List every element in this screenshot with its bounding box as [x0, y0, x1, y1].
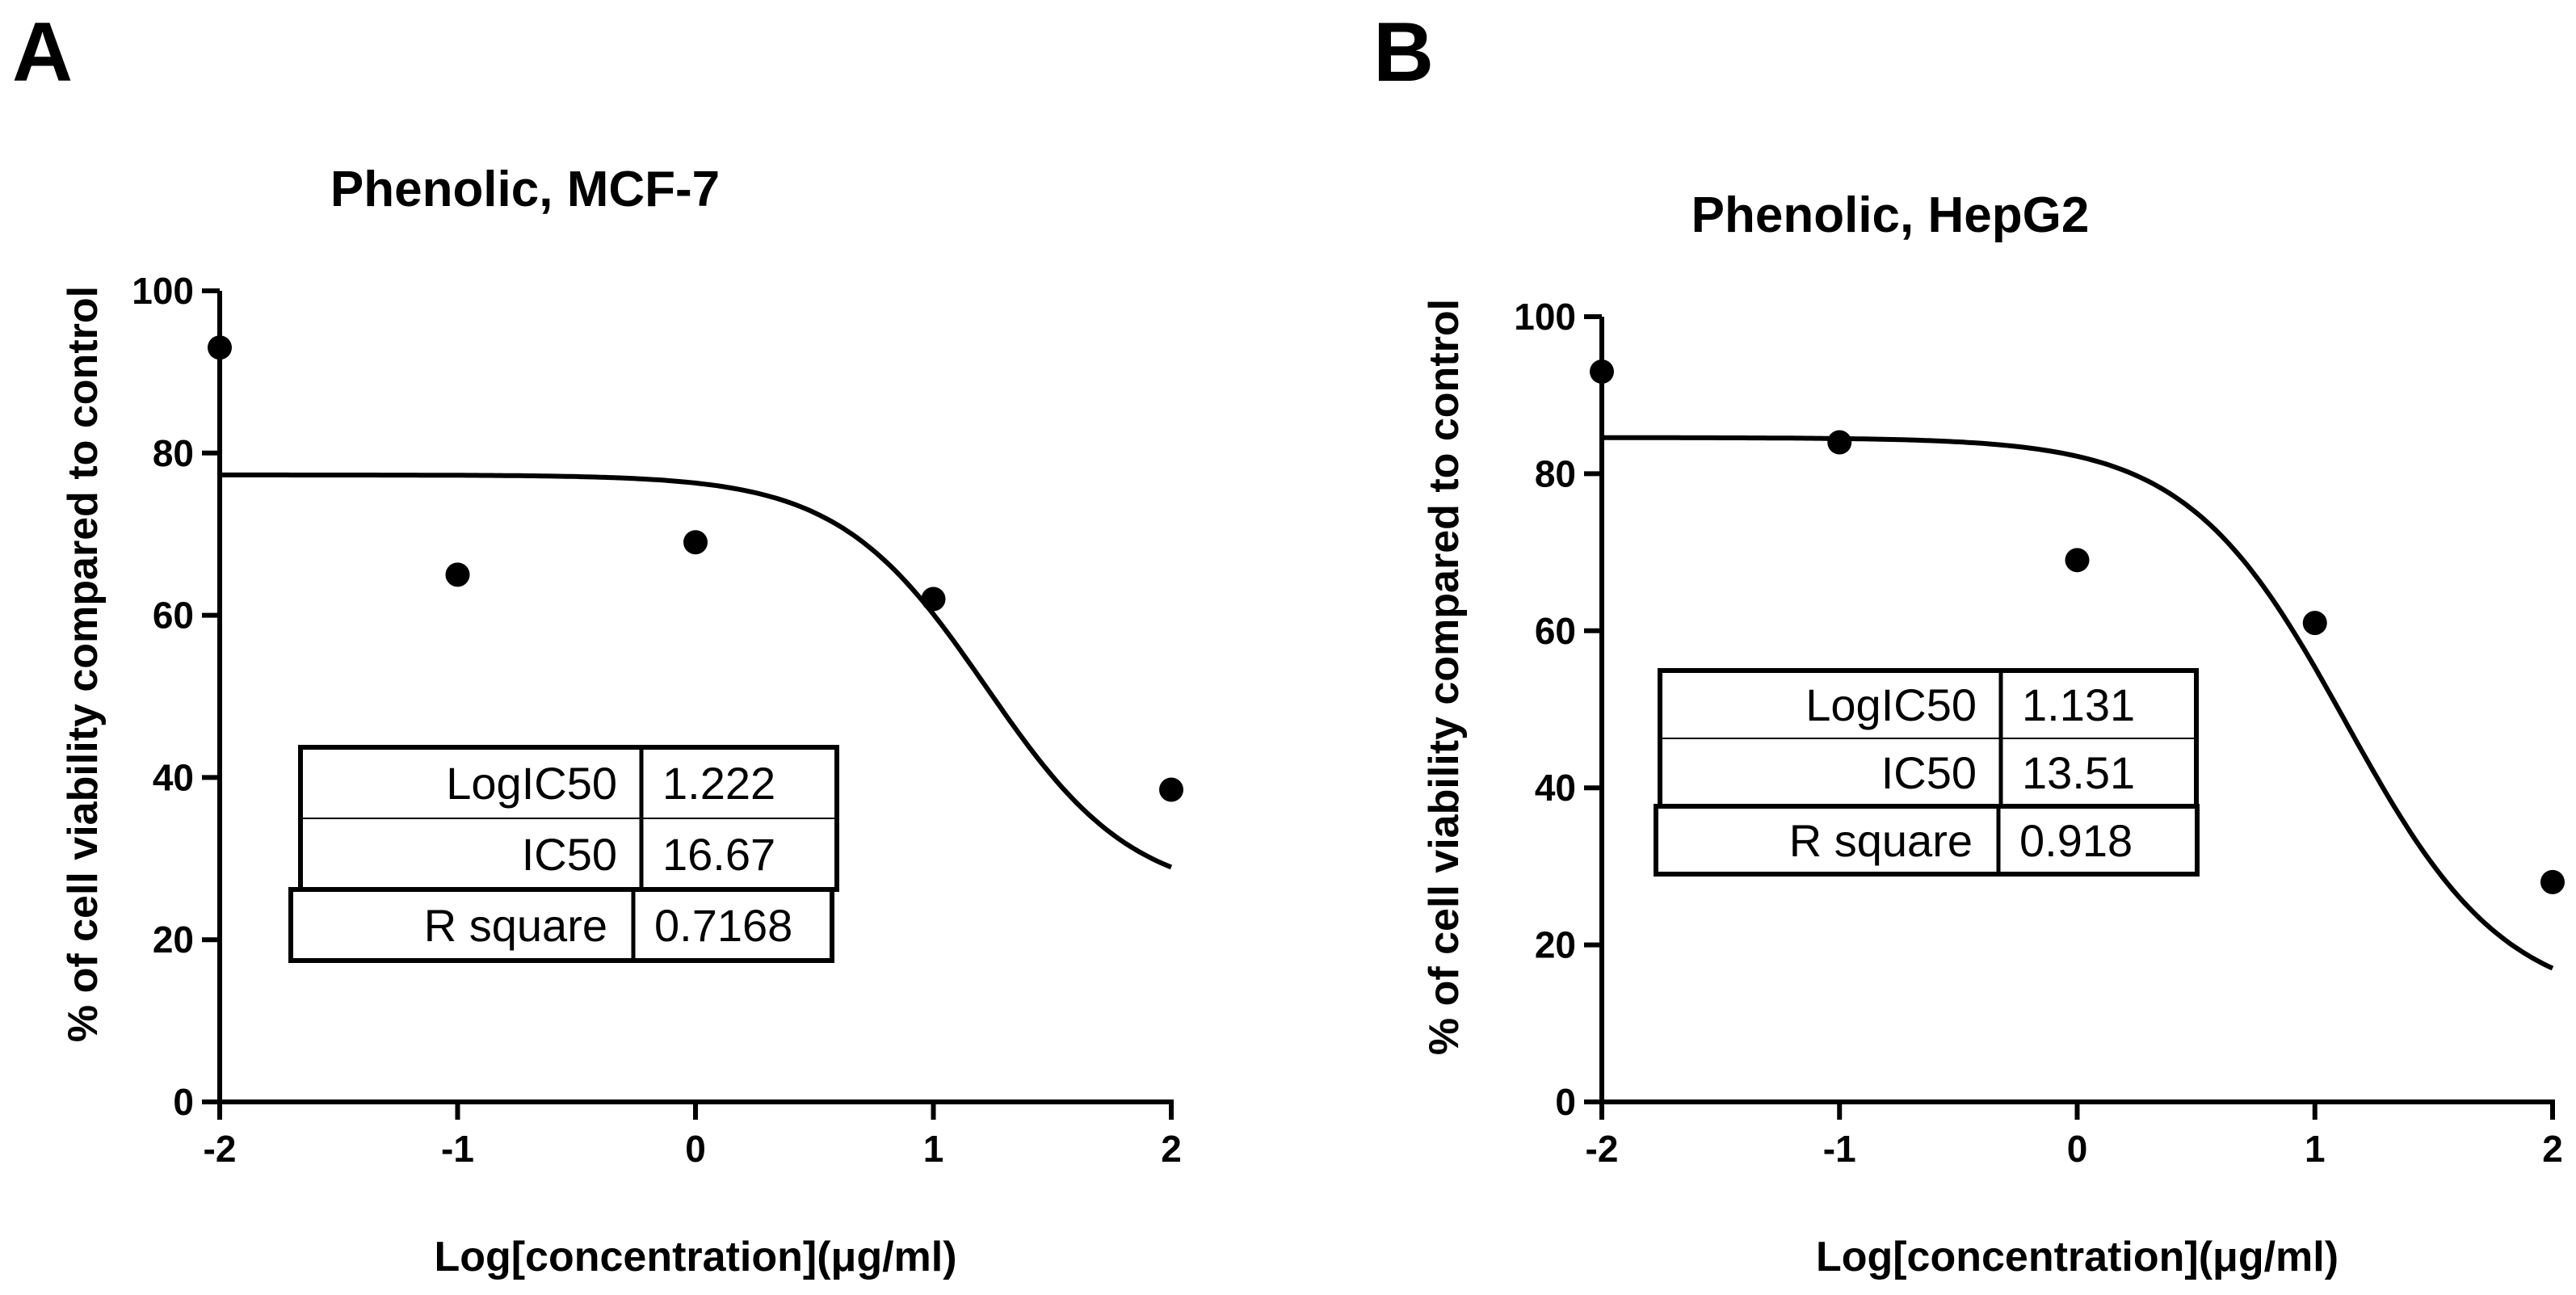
table-value: 16.67 [662, 829, 775, 880]
table-label: R square [1789, 815, 1973, 866]
x-tick-label: -2 [204, 1128, 237, 1170]
table-value: 0.7168 [654, 900, 792, 951]
y-tick-label: 40 [153, 756, 194, 798]
fit-curve [220, 472, 1173, 870]
y-tick-label: 80 [1535, 452, 1576, 494]
x-axis-label: Log[concentration](μg/ml) [1816, 1234, 2339, 1280]
table-value: 1.222 [662, 758, 775, 809]
panel-letter: B [1373, 6, 1434, 99]
y-tick-label: 80 [153, 432, 194, 474]
y-axis-label: % of cell viability compared to control [60, 286, 107, 1042]
table-label: LogIC50 [1805, 679, 1977, 730]
x-tick-label: 1 [2305, 1128, 2326, 1170]
table-label: IC50 [1881, 747, 1977, 798]
y-tick-label: 100 [132, 270, 194, 312]
y-tick-label: 100 [1514, 296, 1576, 338]
y-tick-label: 60 [153, 595, 194, 637]
r-square-box [1654, 804, 2200, 877]
data-point [2065, 548, 2090, 573]
table-value: 0.918 [2019, 815, 2133, 866]
y-tick-label: 60 [1535, 610, 1576, 652]
x-tick-label: 2 [2542, 1128, 2563, 1170]
table-value: 1.131 [2022, 679, 2135, 730]
x-tick-label: -1 [441, 1128, 474, 1170]
x-tick-label: -2 [1586, 1128, 1619, 1170]
y-tick-label: 20 [1535, 924, 1576, 966]
data-point [1590, 359, 1614, 385]
data-point [2302, 611, 2327, 636]
y-axis-label: % of cell viability compared to control [1421, 299, 1468, 1055]
r-square-box [288, 887, 834, 963]
data-point [1827, 430, 1852, 455]
x-tick-label: 2 [1161, 1128, 1182, 1170]
data-point [445, 562, 470, 587]
x-tick-label: 1 [923, 1128, 944, 1170]
table-value: 13.51 [2022, 747, 2135, 798]
panel-letter: A [12, 6, 73, 99]
data-point [683, 530, 708, 555]
fit-curve [1601, 435, 2554, 971]
table-label: IC50 [522, 829, 617, 880]
x-tick-label: 0 [685, 1128, 706, 1170]
chart-title: Phenolic, HepG2 [1691, 187, 2090, 243]
data-point [208, 335, 232, 360]
data-point [2540, 869, 2565, 894]
x-axis-label: Log[concentration](μg/ml) [434, 1234, 956, 1280]
data-point [921, 587, 946, 612]
y-tick-label: 0 [173, 1081, 194, 1123]
table-label: R square [424, 900, 607, 951]
y-tick-label: 20 [153, 919, 194, 961]
data-point [1159, 777, 1183, 802]
table-label: LogIC50 [446, 758, 617, 809]
x-tick-label: 0 [2067, 1128, 2088, 1170]
x-tick-label: -1 [1823, 1128, 1856, 1170]
chart-title: Phenolic, MCF-7 [330, 162, 720, 217]
y-tick-label: 0 [1555, 1081, 1576, 1123]
y-tick-label: 40 [1535, 767, 1576, 809]
